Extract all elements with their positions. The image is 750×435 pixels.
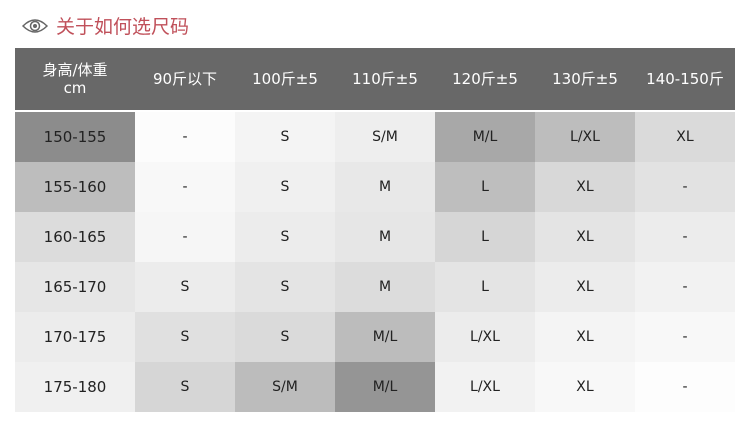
header-line2: cm xyxy=(63,79,87,97)
size-cell: S xyxy=(235,162,335,212)
header-height-weight: 身高/体重 cm xyxy=(15,48,135,112)
header-row: 身高/体重 cm 90斤以下 100斤±5 110斤±5 120斤±5 130斤±… xyxy=(15,48,735,112)
size-cell: - xyxy=(635,212,735,262)
size-cell: S xyxy=(135,312,235,362)
size-cell: L/XL xyxy=(435,312,535,362)
size-cell: - xyxy=(135,212,235,262)
size-cell: S xyxy=(235,262,335,312)
size-cell: S xyxy=(235,312,335,362)
header-weight: 120斤±5 xyxy=(435,48,535,112)
size-cell: S xyxy=(135,362,235,412)
size-cell: L/XL xyxy=(435,362,535,412)
size-cell: XL xyxy=(535,162,635,212)
size-cell: L xyxy=(435,212,535,262)
table-row: 160-165- S M L XL - xyxy=(15,212,735,262)
size-cell: S xyxy=(235,111,335,162)
size-cell: XL xyxy=(535,212,635,262)
header-line1: 身高/体重 xyxy=(42,61,108,79)
header-weight: 110斤±5 xyxy=(335,48,435,112)
size-cell: XL xyxy=(535,312,635,362)
height-cell: 155-160 xyxy=(15,162,135,212)
size-cell: S xyxy=(235,212,335,262)
header-weight: 100斤±5 xyxy=(235,48,335,112)
height-cell: 150-155 xyxy=(15,111,135,162)
height-cell: 165-170 xyxy=(15,262,135,312)
size-cell: M/L xyxy=(435,111,535,162)
table-row: 175-180 S S/M M/L L/XL XL - xyxy=(15,362,735,412)
size-cell: L/XL xyxy=(535,111,635,162)
size-cell: - xyxy=(635,362,735,412)
table-row: 155-160- S M L XL - xyxy=(15,162,735,212)
table-row: 170-175 S S M/L L/XL XL - xyxy=(15,312,735,362)
header-weight: 130斤±5 xyxy=(535,48,635,112)
size-cell: - xyxy=(135,162,235,212)
size-cell: XL xyxy=(535,362,635,412)
size-cell: M xyxy=(335,162,435,212)
size-cell: M/L xyxy=(335,362,435,412)
size-cell: XL xyxy=(635,111,735,162)
header-weight: 90斤以下 xyxy=(135,48,235,112)
size-chart-table: 身高/体重 cm 90斤以下 100斤±5 110斤±5 120斤±5 130斤±… xyxy=(15,48,735,412)
size-cell: - xyxy=(635,162,735,212)
size-cell: - xyxy=(635,262,735,312)
header-weight: 140-150斤 xyxy=(635,48,735,112)
title-text: 关于如何选尺码 xyxy=(56,16,190,38)
size-cell: S/M xyxy=(335,111,435,162)
height-cell: 160-165 xyxy=(15,212,135,262)
size-cell: - xyxy=(635,312,735,362)
size-cell: M xyxy=(335,262,435,312)
size-cell: S/M xyxy=(235,362,335,412)
size-cell: XL xyxy=(535,262,635,312)
size-cell: - xyxy=(135,111,235,162)
size-cell: M/L xyxy=(335,312,435,362)
table-row: 165-170 S S M L XL - xyxy=(15,262,735,312)
section-title: 关于如何选尺码 xyxy=(22,12,189,39)
eye-icon xyxy=(22,18,48,33)
height-cell: 175-180 xyxy=(15,362,135,412)
size-cell: M xyxy=(335,212,435,262)
size-cell: L xyxy=(435,162,535,212)
size-cell: L xyxy=(435,262,535,312)
table-row: 150-155- S S/M M/L L/XL XL xyxy=(15,111,735,162)
height-cell: 170-175 xyxy=(15,312,135,362)
size-cell: S xyxy=(135,262,235,312)
